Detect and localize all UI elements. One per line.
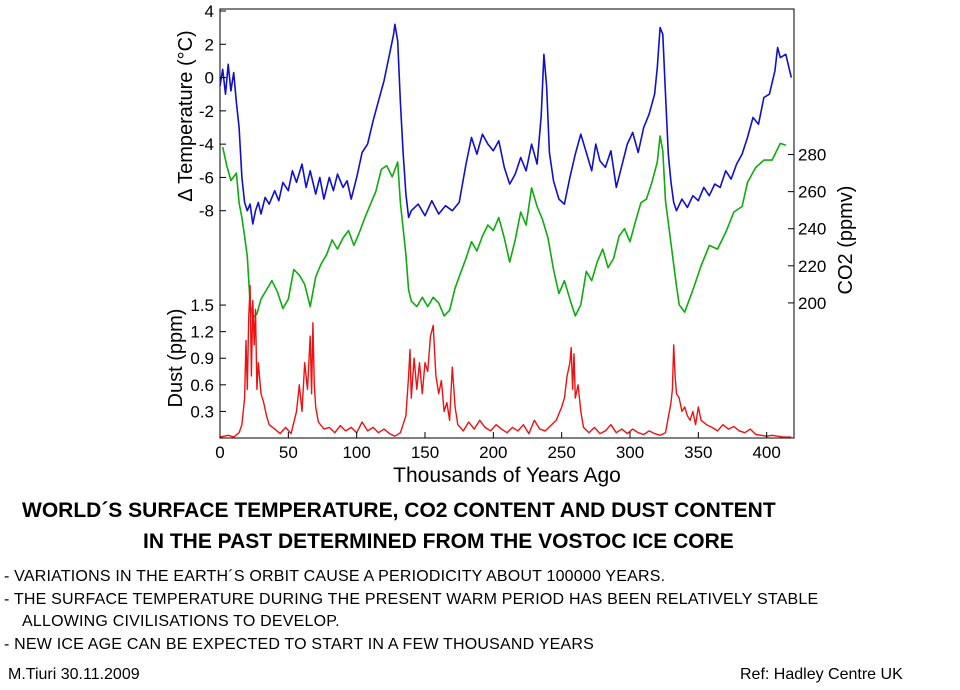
co2-series-line bbox=[221, 135, 787, 319]
note-4: - NEW ICE AGE CAN BE EXPECTED TO START I… bbox=[4, 636, 595, 653]
temp-tick-label: -2 bbox=[199, 102, 214, 121]
dust-tick-label: 0.3 bbox=[190, 402, 214, 421]
x-axis-label: Thousands of Years Ago bbox=[393, 464, 621, 487]
dust-series-line bbox=[219, 284, 792, 438]
temp-tick-label: 4 bbox=[205, 2, 214, 21]
co2-tick-label: 220 bbox=[798, 257, 826, 276]
temp-tick-label: 2 bbox=[205, 35, 214, 54]
x-tick-label: 400 bbox=[752, 443, 780, 462]
footer-author: M.Tiuri 30.11.2009 bbox=[8, 666, 140, 683]
dust-tick-label: 1.5 bbox=[190, 296, 214, 315]
co2-tick-label: 200 bbox=[798, 294, 826, 313]
note-3: ALLOWING CIVILISATIONS TO DEVELOP. bbox=[22, 613, 340, 630]
dust-tick-label: 0.9 bbox=[190, 349, 214, 368]
x-tick-label: 150 bbox=[411, 443, 439, 462]
temp-tick-label: -6 bbox=[199, 168, 214, 187]
dust-axis-label: Dust (ppm) bbox=[165, 309, 187, 408]
co2-tick-label: 240 bbox=[798, 220, 826, 239]
co2-tick-label: 260 bbox=[798, 183, 826, 202]
x-tick-label: 300 bbox=[616, 443, 644, 462]
footer-reference: Ref: Hadley Centre UK bbox=[740, 666, 903, 683]
x-tick-label: 0 bbox=[215, 443, 224, 462]
dust-tick-label: 0.6 bbox=[190, 376, 214, 395]
temperature-series-line bbox=[219, 23, 793, 225]
dust-tick-label: 1.2 bbox=[190, 323, 214, 342]
title-line-1: WORLD´S SURFACE TEMPERATURE, CO2 CONTENT… bbox=[22, 499, 776, 522]
note-1: - VARIATIONS IN THE EARTH´S ORBIT CAUSE … bbox=[4, 568, 666, 585]
co2-axis-label: CO2 (ppmv) bbox=[835, 186, 857, 295]
plot-frame bbox=[219, 8, 795, 439]
x-tick-label: 50 bbox=[279, 443, 298, 462]
vostok-chart: 0 50 100 150 200 250 300 350 400 Thousands of Yea… bbox=[165, 2, 857, 487]
x-tick-label: 100 bbox=[342, 443, 370, 462]
temp-tick-label: -4 bbox=[199, 135, 214, 154]
temperature-axis-label: Δ Temperature (°C) bbox=[175, 30, 197, 201]
co2-tick-label: 280 bbox=[798, 146, 826, 165]
x-tick-label: 200 bbox=[479, 443, 507, 462]
x-tick-label: 250 bbox=[547, 443, 575, 462]
temp-tick-label: 0 bbox=[205, 69, 214, 88]
x-tick-label: 350 bbox=[684, 443, 712, 462]
note-2: - THE SURFACE TEMPERATURE DURING THE PRE… bbox=[4, 591, 819, 608]
temp-tick-label: -8 bbox=[199, 202, 214, 221]
title-line-2: IN THE PAST DETERMINED FROM THE VOSTOC I… bbox=[143, 530, 734, 553]
